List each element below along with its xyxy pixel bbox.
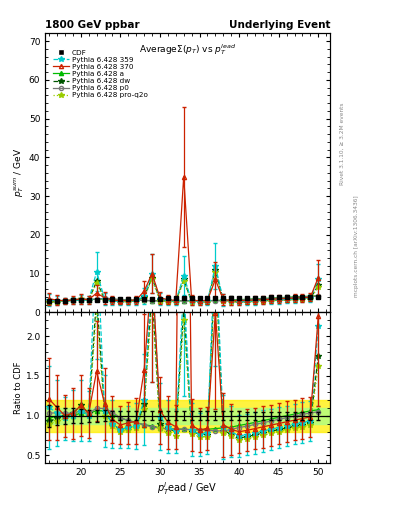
Y-axis label: Ratio to CDF: Ratio to CDF	[14, 361, 23, 414]
Text: Underlying Event: Underlying Event	[229, 19, 330, 30]
Text: Average$\Sigma(p_T)$ vs $p_T^{lead}$: Average$\Sigma(p_T)$ vs $p_T^{lead}$	[139, 41, 236, 57]
Text: Rivet 3.1.10, ≥ 3.2M events: Rivet 3.1.10, ≥ 3.2M events	[340, 102, 345, 185]
Legend: CDF, Pythia 6.428 359, Pythia 6.428 370, Pythia 6.428 a, Pythia 6.428 dw, Pythia: CDF, Pythia 6.428 359, Pythia 6.428 370,…	[51, 48, 149, 100]
Text: mcplots.cern.ch [arXiv:1306.3436]: mcplots.cern.ch [arXiv:1306.3436]	[354, 195, 359, 296]
Y-axis label: $p_T^{sum}$ / GeV: $p_T^{sum}$ / GeV	[13, 148, 26, 198]
Text: 1800 GeV ppbar: 1800 GeV ppbar	[45, 19, 140, 30]
X-axis label: $p_T^l$ead / GeV: $p_T^l$ead / GeV	[158, 480, 218, 497]
